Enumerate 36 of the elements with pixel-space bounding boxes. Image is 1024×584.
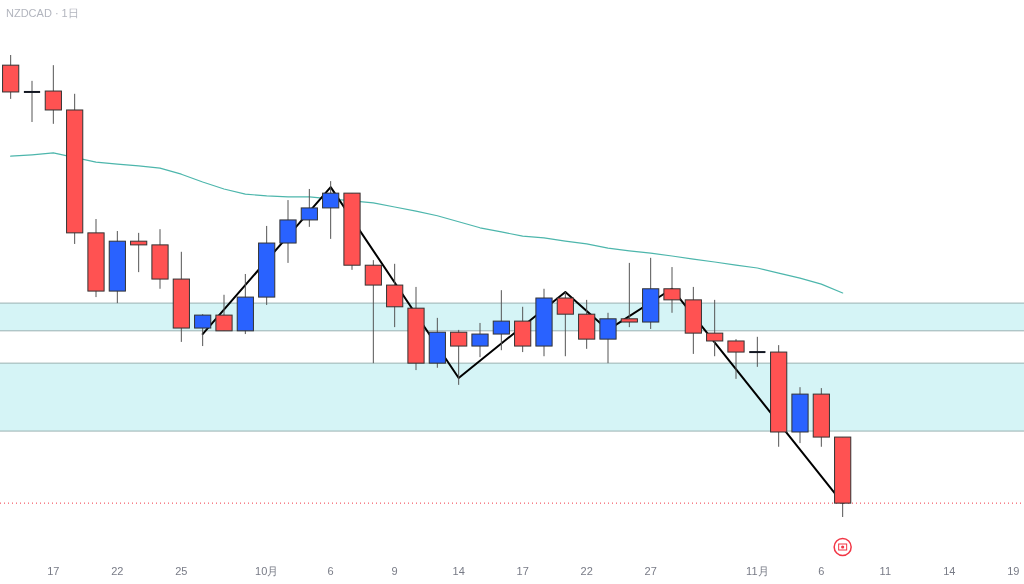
candlestick [748,336,767,368]
candlestick [492,289,510,351]
x-tick-label: 27 [644,565,657,577]
candlestick [130,232,148,273]
candlestick [386,263,404,328]
x-tick-label: 22 [580,565,593,577]
candlestick [322,180,340,240]
x-tick-label: 19 [1007,565,1020,577]
candlestick [22,80,42,123]
x-tick-label: 17 [47,565,60,577]
x-tick-label: 10月 [255,565,279,577]
x-tick-label: 6 [327,565,334,577]
candlestick [450,329,468,386]
candlestick [663,266,681,314]
chart-title: NZDCAD · 1日 [6,7,79,19]
candlestick [300,188,318,228]
candlestick [215,294,233,332]
x-tick-label: 17 [516,565,529,577]
x-tick-label: 9 [391,565,398,577]
x-tick-label: 11 [879,565,892,577]
candlestick [44,64,62,125]
candlestick [620,262,638,328]
x-tick-label: 25 [175,565,188,577]
candlestick [471,322,489,358]
x-tick-label: 11月 [746,565,769,577]
candlestick [706,299,724,357]
candlestick [556,291,574,357]
candlestick [364,259,382,364]
x-tick-label: 14 [943,565,956,577]
candlestick [727,338,745,380]
x-tick-label: 22 [111,565,124,577]
x-tick-label: 14 [452,565,465,577]
candlestick [599,312,617,364]
candlestick [194,313,212,347]
x-tick-label: 6 [818,565,825,577]
candlestick [279,199,297,264]
